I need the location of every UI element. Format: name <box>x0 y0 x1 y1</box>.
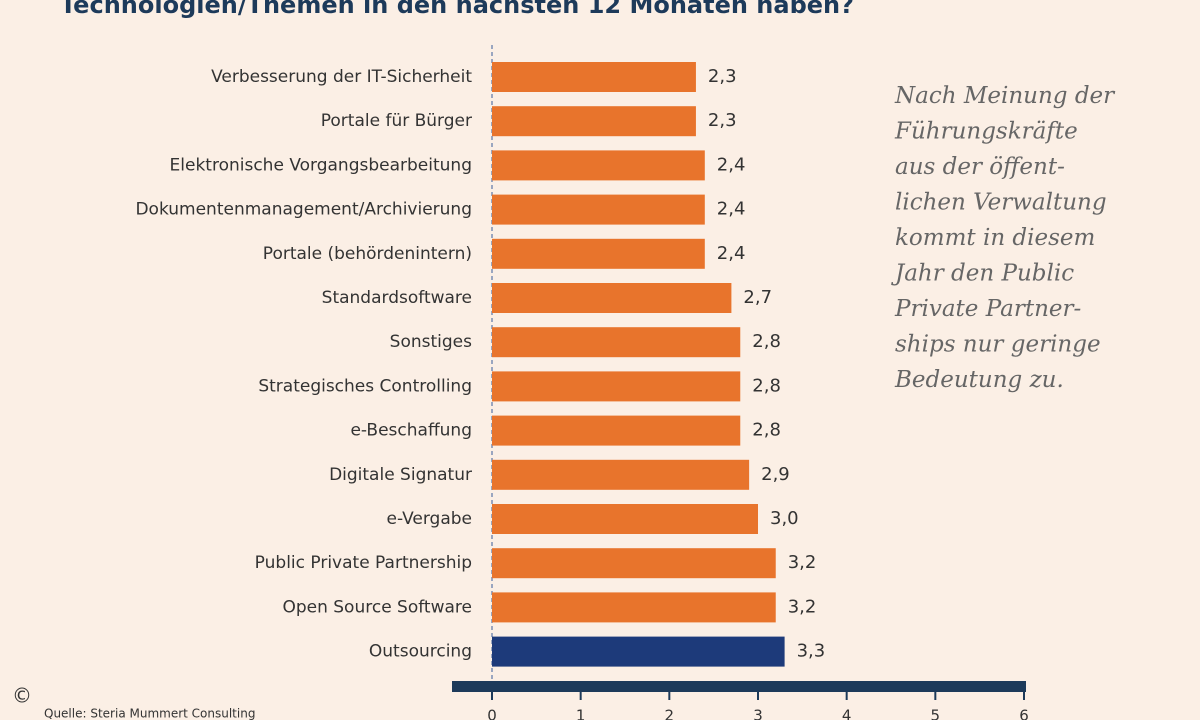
y-tick-label: Verbesserung der IT-Sicherheit <box>211 67 472 87</box>
annotation-line: Jahr den Public <box>891 261 1074 287</box>
value-label: 3,3 <box>797 641 826 662</box>
bar <box>492 106 696 137</box>
value-label: 3,0 <box>770 508 799 529</box>
y-tick-label: Public Private Partnership <box>255 553 472 573</box>
bar <box>492 548 776 579</box>
y-tick-label: Sonstiges <box>390 332 472 352</box>
annotation-line: Private Partner- <box>894 296 1081 322</box>
bar <box>492 62 696 92</box>
value-label: 2,4 <box>717 243 746 264</box>
x-tick-label: 3 <box>753 707 763 720</box>
value-label: 2,8 <box>752 420 781 441</box>
bar <box>492 238 705 269</box>
x-axis-bar <box>452 681 1026 692</box>
annotation-line: Nach Meinung der <box>894 83 1116 109</box>
bar <box>492 194 705 225</box>
value-label: 2,9 <box>761 464 790 485</box>
annotation-line: Führungskräfte <box>894 119 1078 145</box>
value-label: 2,4 <box>717 154 746 175</box>
value-label: 2,8 <box>752 331 781 352</box>
y-tick-label: Strategisches Controlling <box>258 376 472 396</box>
bar <box>492 371 741 402</box>
x-tick-label: 2 <box>665 707 675 720</box>
value-label: 2,4 <box>717 199 746 220</box>
x-tick-label: 4 <box>842 707 852 720</box>
bar <box>492 327 741 358</box>
value-label: 2,7 <box>743 287 772 308</box>
value-label: 3,2 <box>788 552 817 573</box>
bar <box>492 459 750 490</box>
value-label: 2,3 <box>708 110 737 131</box>
y-tick-label: Elektronische Vorgangsbearbeitung <box>170 155 472 175</box>
chart-title: Technologien/Themen in den nächsten 12 M… <box>60 0 854 19</box>
annotation-line: kommt in diesem <box>895 225 1095 251</box>
bar <box>492 150 705 181</box>
value-label: 3,2 <box>788 596 817 617</box>
annotation-line: lichen Verwaltung <box>895 190 1107 216</box>
bar <box>492 592 776 623</box>
x-tick-label: 5 <box>931 707 941 720</box>
y-tick-label: Open Source Software <box>282 597 472 617</box>
y-tick-label: Standardsoftware <box>322 288 472 308</box>
y-tick-label: e-Beschaffung <box>350 421 472 441</box>
value-label: 2,3 <box>708 66 737 87</box>
bar <box>492 283 732 313</box>
y-tick-label: Dokumentenmanagement/Archivierung <box>135 200 472 220</box>
y-tick-label: Outsourcing <box>369 642 472 662</box>
y-tick-label: Portale für Bürger <box>321 111 472 131</box>
x-tick-label: 0 <box>487 707 497 720</box>
y-tick-label: Portale (behördenintern) <box>263 244 472 264</box>
copyright: © <box>12 684 32 708</box>
y-tick-label: Digitale Signatur <box>329 465 472 485</box>
bar <box>492 504 758 534</box>
annotation-line: Bedeutung zu. <box>894 367 1064 393</box>
x-tick-label: 6 <box>1019 707 1029 720</box>
y-tick-label: e-Vergabe <box>386 509 472 529</box>
value-label: 2,8 <box>752 375 781 396</box>
bar <box>492 636 785 667</box>
annotation-line: aus der öffent- <box>895 154 1065 180</box>
bar <box>492 415 741 446</box>
source: Quelle: Steria Mummert Consulting <box>44 707 255 720</box>
x-tick-label: 1 <box>576 707 586 720</box>
annotation-line: ships nur geringe <box>895 332 1101 358</box>
